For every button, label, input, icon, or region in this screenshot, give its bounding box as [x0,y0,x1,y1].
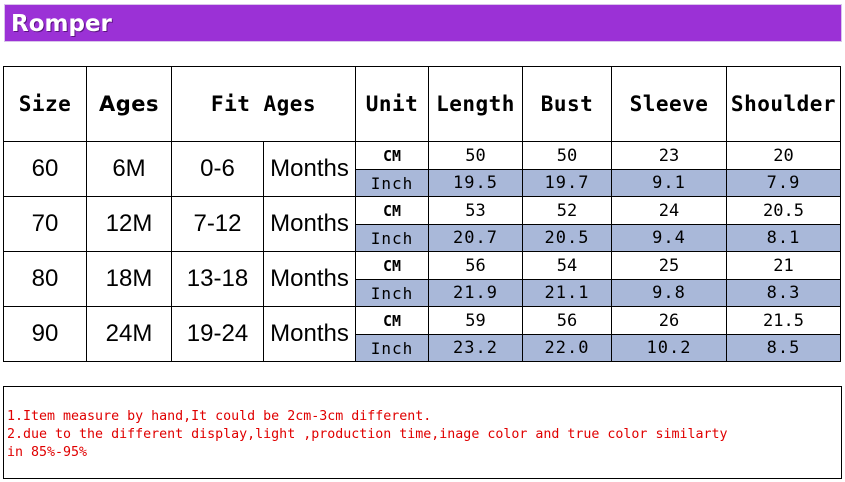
sleeve-cm-cell: 25 [611,251,727,280]
shoulder-inch-cell: 8.5 [726,334,841,362]
months-cell: Months [263,251,356,307]
bust-cm-cell: 56 [522,306,612,335]
note-line-2: 2.due to the different display,light ,pr… [7,427,728,442]
unit-cm-cell: CM [355,196,429,225]
bust-inch-cell: 22.0 [522,334,612,362]
length-inch-cell: 23.2 [428,334,523,362]
size-chart-table: Size Ages Fit Ages Unit Length Bust Slee… [3,66,841,362]
months-cell: Months [263,196,356,252]
shoulder-cm-cell: 20.5 [726,196,841,225]
note-line-1: 1.Item measure by hand,It could be 2cm-3… [7,409,432,424]
bust-inch-cell: 20.5 [522,224,612,252]
unit-cm-cell: CM [355,141,429,170]
unit-inch-cell: Inch [355,224,429,252]
header-unit: Unit [355,66,429,142]
size-cell: 70 [3,196,87,252]
length-inch-cell: 20.7 [428,224,523,252]
table-row: 70 12M 7-12 Months CM 53 52 24 20.5 [3,196,841,252]
unit-inch-cell: Inch [355,279,429,307]
table-row-inch: Inch 20.7 20.5 9.4 8.1 [4,224,841,252]
fit-range-cell: 13-18 [171,251,264,307]
age-cell: 12M [86,196,172,252]
sleeve-inch-cell: 9.8 [611,279,727,307]
header-sleeve: Sleeve [611,66,727,142]
shoulder-inch-cell: 8.1 [726,224,841,252]
header-length: Length [428,66,523,142]
unit-cm-cell: CM [355,251,429,280]
header-bust: Bust [522,66,612,142]
fit-range-cell: 7-12 [171,196,264,252]
header-fit-ages: Fit Ages [171,66,356,142]
length-cm-cell: 53 [428,196,523,225]
age-cell: 24M [86,306,172,362]
table-row-inch: Inch 21.9 21.1 9.8 8.3 [4,279,841,307]
title-banner: Romper [4,4,842,42]
sleeve-cm-cell: 23 [611,141,727,170]
length-cm-cell: 50 [428,141,523,170]
header-ages: Ages [86,66,172,142]
table-row: 80 18M 13-18 Months CM 56 54 25 21 [3,251,841,307]
size-cell: 80 [3,251,87,307]
table-row: 90 24M 19-24 Months CM 59 56 26 21.5 [3,306,841,362]
sleeve-inch-cell: 9.1 [611,169,727,197]
age-cell: 6M [86,141,172,197]
unit-cm-cell: CM [355,306,429,335]
length-inch-cell: 19.5 [428,169,523,197]
bust-inch-cell: 21.1 [522,279,612,307]
months-cell: Months [263,306,356,362]
product-title: Romper [11,11,112,37]
sleeve-cm-cell: 26 [611,306,727,335]
note-line-3: in 85%-95% [7,445,88,460]
table-row: 60 6M 0-6 Months CM 50 50 23 20 [3,141,841,197]
months-cell: Months [263,141,356,197]
header-shoulder: Shoulder [726,66,841,142]
table-row-inch: Inch 23.2 22.0 10.2 8.5 [4,334,841,362]
sleeve-inch-cell: 9.4 [611,224,727,252]
shoulder-cm-cell: 20 [726,141,841,170]
unit-inch-cell: Inch [355,334,429,362]
unit-inch-cell: Inch [355,169,429,197]
shoulder-inch-cell: 7.9 [726,169,841,197]
header-row: Size Ages Fit Ages Unit Length Bust Slee… [3,66,841,142]
bust-cm-cell: 50 [522,141,612,170]
shoulder-cm-cell: 21.5 [726,306,841,335]
shoulder-cm-cell: 21 [726,251,841,280]
bust-cm-cell: 52 [522,196,612,225]
size-cell: 90 [3,306,87,362]
sleeve-cm-cell: 24 [611,196,727,225]
notes-box: 1.Item measure by hand,It could be 2cm-3… [3,386,842,479]
sleeve-inch-cell: 10.2 [611,334,727,362]
age-cell: 18M [86,251,172,307]
fit-range-cell: 0-6 [171,141,264,197]
fit-range-cell: 19-24 [171,306,264,362]
length-inch-cell: 21.9 [428,279,523,307]
size-cell: 60 [3,141,87,197]
length-cm-cell: 59 [428,306,523,335]
length-cm-cell: 56 [428,251,523,280]
bust-cm-cell: 54 [522,251,612,280]
shoulder-inch-cell: 8.3 [726,279,841,307]
header-size: Size [3,66,87,142]
bust-inch-cell: 19.7 [522,169,612,197]
table-row-inch: Inch 19.5 19.7 9.1 7.9 [4,169,841,197]
